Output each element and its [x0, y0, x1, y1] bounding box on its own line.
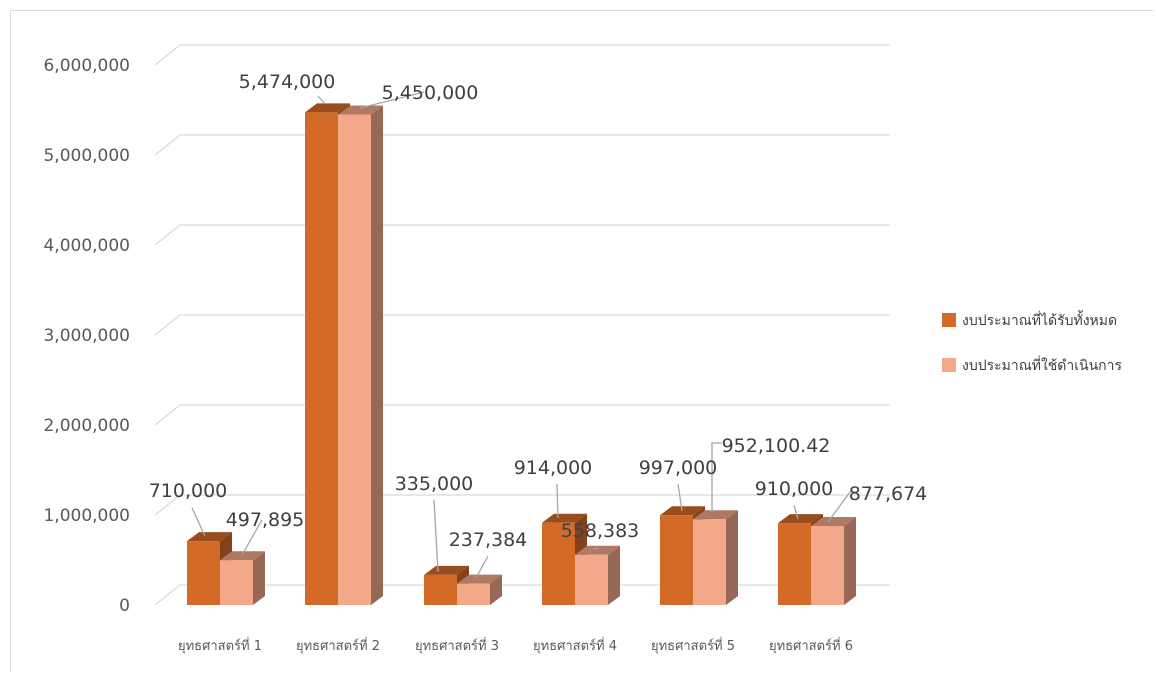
leader-line — [827, 491, 858, 523]
bar-top — [220, 551, 265, 561]
gridline — [154, 134, 890, 156]
data-label-used: 5,450,000 — [382, 82, 479, 104]
bar-top — [338, 105, 383, 115]
y-tick-label: 6,000,000 — [43, 56, 130, 76]
gridline — [154, 224, 890, 246]
x-axis-ticks: ยุทธศาสตร์ที่ 1 ยุทธศาสตร์ที่ 2 ยุทธศาสตร์… — [178, 637, 853, 654]
bar-front — [187, 541, 220, 605]
data-label-received: 5,474,000 — [239, 71, 336, 93]
leader-line — [592, 547, 599, 550]
bar-front — [424, 574, 457, 605]
gridline — [154, 584, 890, 606]
bar-top — [811, 517, 856, 527]
gridline — [154, 314, 890, 336]
data-label-received: 710,000 — [149, 480, 228, 502]
bar-top — [305, 103, 350, 113]
legend-label: งบประมาณที่ได้รับทั้งหมด — [962, 310, 1117, 329]
bar-side — [371, 105, 383, 605]
data-label-used: 558,383 — [561, 520, 640, 542]
leader-lines — [191, 91, 858, 579]
leader-line — [191, 507, 206, 537]
leader-line — [556, 483, 559, 519]
leader-line — [433, 499, 439, 573]
bars — [187, 103, 856, 605]
leader-line — [711, 442, 722, 512]
bar-used-3 — [457, 574, 502, 605]
data-label-received: 997,000 — [639, 457, 718, 479]
bar-used-4 — [575, 545, 620, 605]
leader-line — [241, 519, 263, 556]
bar-front — [338, 114, 371, 605]
bar-top — [542, 513, 587, 523]
bar-top — [187, 532, 232, 542]
bar-used-2 — [338, 105, 383, 605]
gridline — [154, 494, 890, 516]
bar-top — [778, 514, 823, 524]
x-tick-label: ยุทธศาสตร์ที่ 2 — [296, 637, 380, 654]
y-tick-label: 5,000,000 — [43, 146, 130, 166]
gridline — [154, 44, 890, 66]
x-tick-label: ยุทธศาสตร์ที่ 4 — [533, 637, 617, 654]
data-label-used: 237,384 — [449, 529, 528, 551]
bar-front — [220, 560, 253, 605]
legend-swatch — [942, 313, 956, 327]
data-labels: 710,000 497,895 5,474,000 5,450,000 335,000 2… — [149, 71, 928, 551]
legend: งบประมาณที่ได้รับทั้งหมดงบประมาณที่ใช้ดำ… — [942, 310, 1123, 374]
legend-label: งบประมาณที่ใช้ดำเนินการ — [962, 356, 1123, 374]
bar-top — [457, 574, 502, 584]
y-tick-label: 2,000,000 — [43, 416, 130, 436]
bar-side — [608, 545, 620, 605]
leader-line — [475, 555, 489, 579]
leader-line — [793, 504, 799, 520]
x-tick-label: ยุทธศาสตร์ที่ 3 — [415, 637, 499, 654]
bar-front — [778, 523, 811, 605]
bar-front — [811, 526, 844, 605]
leader-line — [677, 483, 683, 512]
chart-frame — [10, 10, 1153, 672]
bar-side — [844, 517, 856, 605]
leader-line — [317, 95, 326, 105]
bar-front — [457, 583, 490, 605]
bar-side — [253, 551, 265, 605]
data-label-used: 877,674 — [849, 483, 928, 505]
y-tick-label: 0 — [119, 596, 130, 616]
bar-side — [726, 510, 738, 605]
bar-used-5 — [693, 510, 738, 605]
bar-top — [424, 565, 469, 575]
bar-side — [490, 574, 502, 605]
y-tick-label: 3,000,000 — [43, 326, 130, 346]
y-tick-label: 1,000,000 — [43, 506, 130, 526]
x-tick-label: ยุทธศาสตร์ที่ 1 — [178, 637, 262, 654]
bar-front — [660, 515, 693, 605]
bar-top — [693, 510, 738, 520]
bar-used-1 — [220, 551, 265, 605]
data-label-received: 335,000 — [395, 473, 474, 495]
y-tick-label: 4,000,000 — [43, 236, 130, 256]
leader-line — [359, 91, 425, 109]
bar-front — [305, 112, 338, 605]
x-tick-label: ยุทธศาสตร์ที่ 5 — [651, 637, 735, 654]
bar-top — [575, 545, 620, 555]
bar-received-1 — [187, 532, 232, 605]
data-label-received: 914,000 — [514, 457, 593, 479]
y-axis-ticks: 0 1,000,000 2,000,000 3,000,000 4,000,000 5,0… — [43, 56, 130, 616]
gridlines — [154, 44, 890, 606]
data-label-used: 497,895 — [226, 509, 305, 531]
bar-front — [693, 519, 726, 605]
bar-used-6 — [811, 517, 856, 605]
bar-front — [575, 554, 608, 605]
data-label-received: 910,000 — [755, 478, 834, 500]
bar-front — [542, 522, 575, 605]
gridline — [154, 404, 890, 426]
data-label-used: 952,100.42 — [722, 435, 831, 457]
legend-swatch — [942, 358, 956, 372]
x-tick-label: ยุทธศาสตร์ที่ 6 — [769, 637, 853, 654]
